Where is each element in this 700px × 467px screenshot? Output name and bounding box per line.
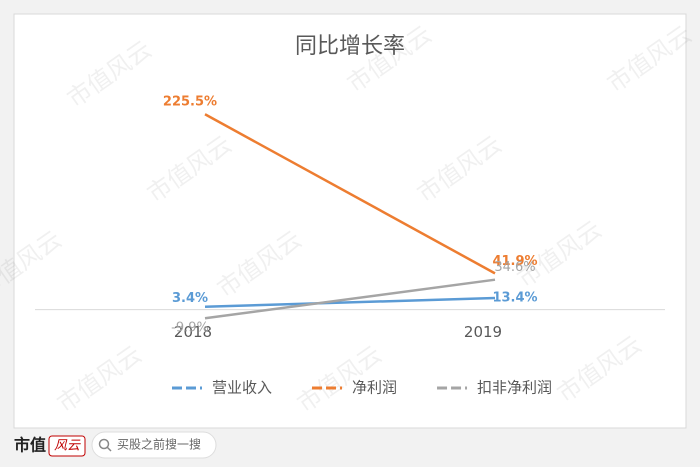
plot: 2018 2019 3.4% 13.4% 225.5% 41.9% -9.9% 34.6% 营业… [35, 95, 665, 397]
legend-label: 扣非净利润 [477, 379, 552, 397]
brand-mark-box [48, 435, 86, 457]
series-line [204, 278, 496, 320]
data-label: 225.5% [163, 95, 217, 110]
footer: 市值 风云 买股之前搜一搜 [14, 431, 217, 459]
chart-title: 同比增长率 [295, 34, 405, 59]
x-tick-label: 2019 [464, 323, 502, 341]
series-line [204, 113, 496, 275]
data-label: 3.4% [172, 291, 208, 306]
search-placeholder: 买股之前搜一搜 [117, 437, 201, 452]
x-tick-label: 2018 [174, 323, 212, 341]
legend-label: 营业收入 [212, 379, 272, 397]
data-label: 41.9% [492, 254, 537, 269]
brand: 市值 [14, 436, 46, 455]
series-line [204, 296, 496, 308]
data-label: 13.4% [492, 291, 537, 306]
chart-frame [13, 13, 687, 429]
data-label: -9.9% [171, 321, 209, 336]
search-icon [98, 438, 110, 450]
brand-mark: 风云 [54, 439, 81, 454]
legend-label: 净利润 [352, 379, 397, 397]
search-icon-handle [106, 446, 112, 452]
data-label: 34.6% [494, 260, 535, 275]
search-box[interactable] [91, 431, 217, 459]
